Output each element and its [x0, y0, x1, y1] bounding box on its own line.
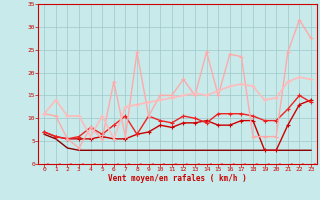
X-axis label: Vent moyen/en rafales ( km/h ): Vent moyen/en rafales ( km/h )	[108, 174, 247, 183]
